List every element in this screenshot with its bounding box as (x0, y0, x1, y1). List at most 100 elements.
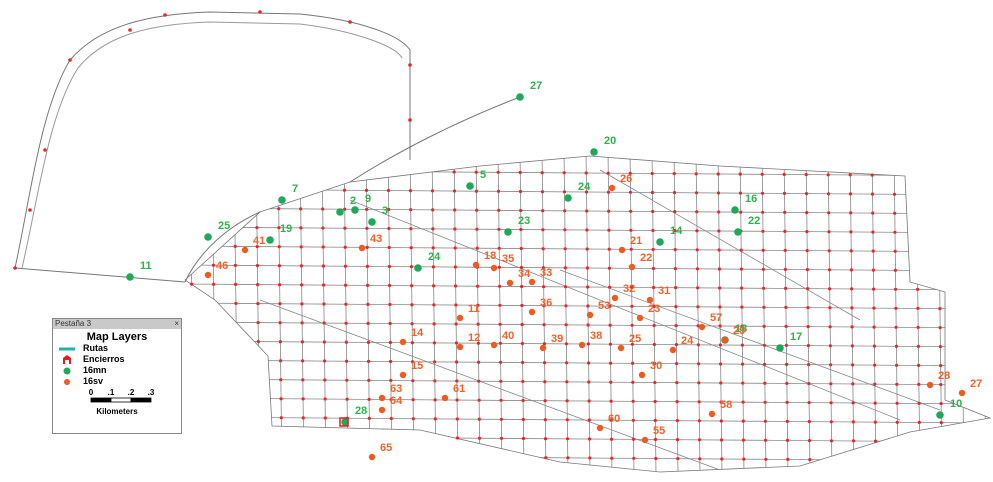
route-node (673, 210, 677, 214)
route-node (782, 172, 786, 176)
route-node (477, 379, 481, 383)
route-node (651, 247, 655, 252)
route-node (388, 321, 392, 326)
route-node (343, 207, 347, 211)
route-node (323, 378, 327, 382)
route-node (807, 420, 811, 424)
route-node (543, 380, 547, 384)
route-node (541, 209, 545, 213)
road (453, 156, 459, 472)
route-node (608, 342, 613, 346)
point-16mn (936, 411, 944, 419)
point-16mn (656, 238, 664, 246)
route-node (475, 246, 479, 250)
road (321, 156, 327, 472)
road (893, 156, 899, 472)
route-node (739, 210, 743, 214)
point-label: 34 (518, 268, 531, 280)
point-label: 9 (365, 193, 371, 205)
point-16sv (490, 341, 498, 349)
route-node (673, 229, 677, 233)
route-node (212, 282, 216, 286)
route-node (279, 397, 283, 401)
point-label: 22 (640, 252, 652, 264)
route-node (653, 437, 658, 442)
point-16mn (204, 233, 212, 241)
route-node (740, 286, 744, 290)
route-node (718, 324, 722, 328)
point-label: 41 (253, 235, 265, 247)
route-node (409, 246, 413, 250)
route-node (277, 245, 281, 249)
route-node (323, 397, 327, 401)
route-node (628, 190, 633, 194)
point-16mn (590, 148, 598, 156)
route-node (586, 304, 590, 308)
route-node (300, 302, 304, 306)
route-node (938, 326, 942, 330)
point-16sv (490, 264, 498, 272)
route-node (895, 420, 899, 424)
route-node (475, 208, 479, 212)
route-node (587, 418, 591, 422)
point-label: 23 (648, 303, 660, 315)
route-node (607, 209, 611, 213)
road (189, 156, 195, 472)
route-node (497, 246, 501, 250)
route-node (566, 456, 570, 460)
route-outline (184, 155, 992, 473)
point-16mn (266, 236, 274, 244)
route-node (939, 421, 943, 425)
route-node (738, 172, 742, 176)
point-16sv (628, 263, 636, 271)
route-node (938, 345, 943, 349)
route-node (452, 189, 457, 193)
route-node (694, 172, 698, 176)
point-label: 11 (468, 303, 480, 315)
close-button[interactable]: × (174, 319, 179, 328)
point-16sv (204, 271, 212, 279)
route-node (872, 325, 876, 329)
route-node (696, 286, 700, 290)
route-node (805, 230, 809, 234)
route-node (717, 248, 721, 252)
route-node (543, 418, 547, 422)
route-node (849, 230, 853, 234)
route-node (366, 340, 370, 344)
route-node (256, 321, 260, 325)
point-16mn (336, 208, 344, 216)
route-node (343, 226, 347, 230)
route-node (829, 420, 833, 424)
scale-segment (130, 397, 152, 403)
route-node (804, 192, 809, 196)
road (761, 156, 767, 472)
route-node (673, 248, 677, 252)
scale-tick-label: 0 (89, 388, 94, 397)
point-16sv (539, 344, 547, 352)
route-node (408, 63, 412, 67)
route-node (477, 398, 481, 402)
route-node (763, 381, 767, 385)
point-16mn (341, 418, 349, 426)
route-node (345, 359, 349, 363)
route-node (828, 325, 832, 329)
point-label: 40 (502, 330, 514, 342)
road (409, 156, 415, 472)
point-label: 19 (280, 223, 292, 235)
route-node (300, 321, 304, 325)
route-node (521, 417, 525, 422)
route-node (323, 416, 327, 420)
route-node (430, 189, 435, 193)
route-node (543, 437, 548, 441)
route-node (499, 379, 503, 383)
point-16mn (564, 194, 572, 202)
route-node (255, 245, 259, 249)
route-node (452, 170, 456, 174)
route-node (301, 416, 305, 420)
scale-tick-label: .1 (108, 388, 115, 397)
route-node (431, 246, 435, 250)
route-node (630, 285, 634, 289)
route-node (563, 266, 568, 270)
route-node (562, 171, 566, 175)
point-label: 36 (540, 297, 552, 309)
